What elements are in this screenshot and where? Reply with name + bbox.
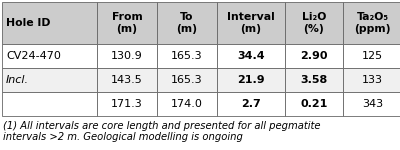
Bar (343, 92, 400, 116)
Bar (97, 68, 157, 92)
Text: 165.3: 165.3 (171, 75, 203, 85)
Text: 130.9: 130.9 (111, 51, 143, 61)
Bar (217, 68, 285, 92)
Bar (217, 2, 285, 44)
Bar (343, 2, 400, 44)
Bar (343, 68, 400, 92)
Bar (97, 2, 157, 44)
Bar (343, 44, 400, 68)
Bar (285, 44, 343, 68)
Text: 0.21: 0.21 (300, 99, 328, 109)
Bar (2, 68, 97, 92)
Bar (285, 2, 343, 44)
Text: 3.58: 3.58 (300, 75, 328, 85)
Bar (97, 44, 157, 68)
Bar (157, 68, 217, 92)
Text: Hole ID: Hole ID (6, 18, 50, 28)
Text: Incl.: Incl. (6, 75, 29, 85)
Text: 2.7: 2.7 (241, 99, 261, 109)
Bar (2, 44, 97, 68)
Text: 125: 125 (362, 51, 383, 61)
Text: To
(m): To (m) (176, 12, 198, 34)
Text: From
(m): From (m) (112, 12, 142, 34)
Text: 34.4: 34.4 (237, 51, 265, 61)
Text: intervals >2 m. Geological modelling is ongoing: intervals >2 m. Geological modelling is … (3, 132, 243, 142)
Text: 343: 343 (362, 99, 383, 109)
Bar (217, 44, 285, 68)
Text: 174.0: 174.0 (171, 99, 203, 109)
Bar (285, 68, 343, 92)
Bar (157, 2, 217, 44)
Bar (97, 92, 157, 116)
Bar (285, 92, 343, 116)
Bar (2, 2, 97, 44)
Text: 21.9: 21.9 (237, 75, 265, 85)
Bar (157, 92, 217, 116)
Text: 165.3: 165.3 (171, 51, 203, 61)
Bar (217, 92, 285, 116)
Text: Li₂O
(%): Li₂O (%) (302, 12, 326, 34)
Bar (157, 44, 217, 68)
Text: 2.90: 2.90 (300, 51, 328, 61)
Text: CV24-470: CV24-470 (6, 51, 61, 61)
Bar (2, 92, 97, 116)
Text: (1) All intervals are core length and presented for all pegmatite: (1) All intervals are core length and pr… (3, 121, 320, 131)
Text: 133: 133 (362, 75, 383, 85)
Text: 171.3: 171.3 (111, 99, 143, 109)
Text: 143.5: 143.5 (111, 75, 143, 85)
Text: Interval
(m): Interval (m) (227, 12, 275, 34)
Text: Ta₂O₅
(ppm): Ta₂O₅ (ppm) (354, 12, 391, 34)
